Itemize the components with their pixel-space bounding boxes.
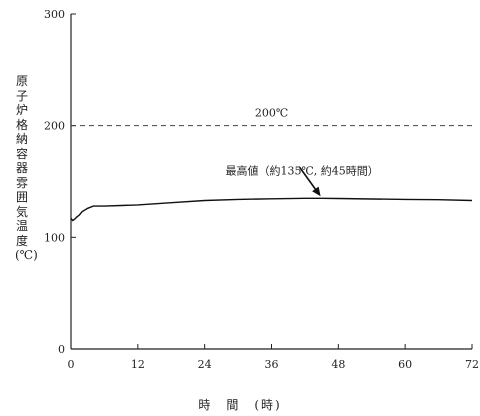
annotation-arrow-head [312,186,321,197]
y-axis-label: 原子炉格納容器雰囲気温度 (℃) [15,74,38,263]
x-tick-label: 48 [331,358,345,371]
y-axis-label-char: (℃) [15,248,38,262]
y-axis-label-char: 温 [15,219,28,233]
y-axis-label-char: 炉 [15,103,28,117]
y-axis-label-char: 子 [15,88,28,103]
annotation-arrow-line [298,166,319,193]
y-axis-label-char: 度 [15,233,28,248]
x-tick-label: 12 [131,358,145,371]
x-axis-label: 時 間 (時) [198,398,282,412]
x-tick-label: 0 [68,358,75,371]
y-tick-label: 200 [44,120,65,133]
y-tick-label: 100 [44,231,65,244]
temperature-series-line [70,197,473,222]
x-tick-label: 24 [198,358,212,371]
y-axis-label-char: 納 [15,132,28,146]
annotation-label: 最高値（約135℃, 約45時間） [225,163,378,177]
y-axis-label-char: 格 [15,117,28,132]
y-axis-label-char: 原 [15,74,28,88]
y-axis-label-char: 囲 [15,190,28,204]
y-axis-label-char: 器 [15,161,28,175]
x-tick-label: 36 [265,358,279,371]
x-tick-label: 60 [398,358,412,371]
reference-line-label: 200℃ [255,107,288,120]
y-axis-label-char: 容 [15,146,28,161]
y-tick-label: 0 [58,343,65,356]
y-axis-label-char: 雰 [15,175,28,190]
y-axis-label-char: 気 [15,204,28,219]
y-tick-label: 300 [44,8,65,21]
x-tick-label: 72 [465,358,479,371]
